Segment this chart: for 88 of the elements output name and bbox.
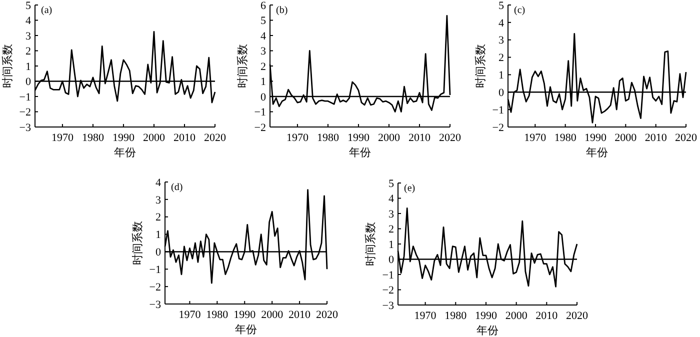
chart-title: (b) [276,5,288,16]
x-tick-label: 1970 [51,132,74,144]
y-tick-label: −2 [382,284,394,297]
x-tick-label: 1980 [444,310,468,322]
chart-title: (e) [404,183,416,194]
x-tick-label: 1970 [414,310,437,322]
y-tick-label: 1 [156,229,161,242]
y-tick-label: 2 [260,60,266,73]
y-tick-label: 0 [498,86,504,99]
y-tick-label: −2 [149,281,161,294]
y-axis-title: 时间系数 [236,44,249,88]
y-tick-label: 2 [26,46,31,58]
y-tick-label: −2 [19,106,31,119]
y-tick-label: 5 [388,178,394,190]
x-tick-label: 2020 [204,132,226,144]
y-tick-label: 5 [26,0,32,12]
x-tick-label: 1980 [554,132,577,144]
y-tick-label: −1 [254,106,266,119]
x-axis-title: 年份 [235,324,257,336]
y-axis-title: 时间系数 [474,44,487,88]
y-tick-label: 4 [388,193,394,206]
x-tick-label: 2020 [439,132,462,144]
x-tick-label: 2010 [288,309,312,321]
y-tick-label: 2 [156,212,161,224]
chart-title: (d) [171,182,183,193]
x-tick-label: 1980 [82,132,104,144]
x-tick-label: 1970 [178,309,202,321]
x-tick-label: 2000 [142,132,166,144]
chart-title: (a) [41,5,52,16]
y-tick-label: −3 [19,122,32,134]
y-axis-title: 时间系数 [364,222,377,266]
x-tick-label: 1990 [584,132,607,144]
y-tick-label: 1 [26,60,31,73]
y-tick-label: −3 [149,298,162,311]
y-tick-label: 3 [498,34,504,47]
y-tick-label: 1 [388,238,394,251]
y-tick-label: −2 [254,122,266,134]
y-tick-label: 3 [260,46,266,58]
x-axis-title: 年份 [476,325,498,337]
x-tick-label: 1970 [286,132,309,144]
x-tick-label: 2000 [378,132,400,144]
y-tick-label: 3 [156,194,162,206]
y-tick-label: 4 [156,176,162,189]
x-tick-label: 2010 [644,132,668,144]
y-tick-label: −1 [382,269,394,282]
x-axis-title: 年份 [114,147,136,159]
y-axis-title: 时间系数 [131,221,144,265]
y-tick-label: 1 [498,70,504,82]
x-tick-label: 1970 [524,132,547,144]
y-tick-label: −1 [149,264,161,276]
x-axis-title: 年份 [349,147,371,159]
x-tick-label: 1990 [234,309,256,321]
y-tick-label: 3 [388,208,394,220]
y-tick-label: 0 [260,91,266,104]
x-tick-label: 2020 [675,132,698,144]
y-tick-label: −3 [382,300,394,312]
x-tick-label: 2000 [505,310,528,322]
y-tick-label: 4 [498,17,504,30]
x-tick-label: 2010 [173,132,196,144]
x-tick-label: 2020 [316,309,338,321]
y-tick-label: 6 [260,0,266,12]
y-tick-label: 5 [498,0,504,12]
x-tick-label: 1990 [474,310,498,322]
y-tick-label: −1 [492,104,504,116]
y-tick-label: 2 [388,224,394,236]
x-tick-label: 2020 [566,310,588,322]
y-tick-label: 2 [498,52,504,64]
y-tick-label: 0 [26,76,32,88]
y-tick-label: −1 [19,91,31,104]
y-tick-label: 4 [260,30,266,42]
y-axis-title: 时间系数 [1,44,14,88]
x-axis-title: 年份 [586,147,608,159]
y-tick-label: 1 [260,76,266,88]
x-tick-label: 1980 [316,132,340,144]
y-tick-label: 0 [156,246,162,259]
x-tick-label: 2000 [614,132,638,144]
chart-title: (c) [514,5,526,16]
x-tick-label: 1990 [347,132,370,144]
x-tick-label: 2000 [261,309,284,321]
x-tick-label: 2010 [408,132,431,144]
y-tick-label: −2 [492,122,504,134]
x-tick-label: 1990 [112,132,135,144]
y-tick-label: 4 [26,15,32,28]
y-tick-label: 3 [26,30,32,42]
y-tick-label: 5 [260,15,266,28]
y-tick-label: 0 [388,254,394,266]
x-tick-label: 1980 [206,309,229,321]
x-tick-label: 2010 [536,310,558,322]
